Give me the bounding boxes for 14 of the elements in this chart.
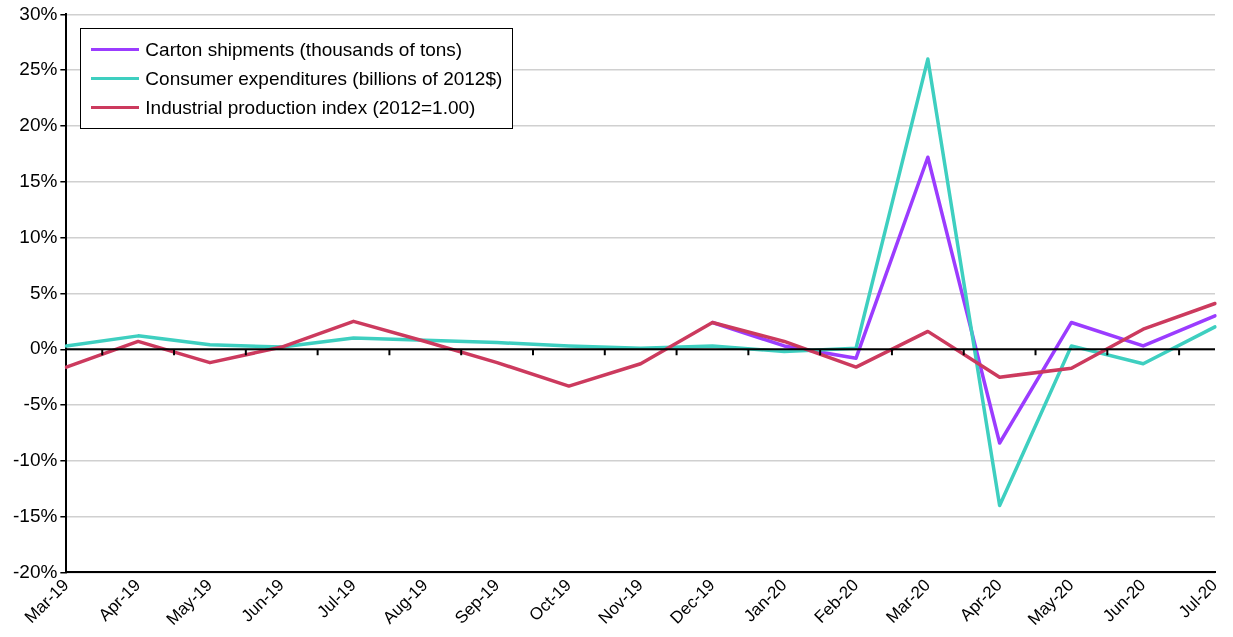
y-tick-label: 10%: [19, 225, 58, 247]
y-tick-label: 30%: [19, 2, 58, 24]
y-tick-label: 25%: [19, 58, 58, 80]
y-tick-label: 5%: [29, 281, 58, 303]
y-tick-label: 0%: [29, 337, 58, 359]
legend-label: Consumer expenditures (billions of 2012$): [145, 67, 503, 90]
y-tick-label: 15%: [19, 170, 58, 192]
y-tick-label: -20%: [13, 560, 58, 582]
y-tick-label: -5%: [23, 393, 58, 415]
legend-label: Carton shipments (thousands of tons): [145, 38, 463, 61]
y-tick-label: -15%: [13, 504, 58, 526]
y-tick-label: -10%: [13, 449, 58, 471]
y-tick-label: 20%: [19, 114, 58, 136]
legend-label: Industrial production index (2012=1.00): [145, 96, 476, 119]
